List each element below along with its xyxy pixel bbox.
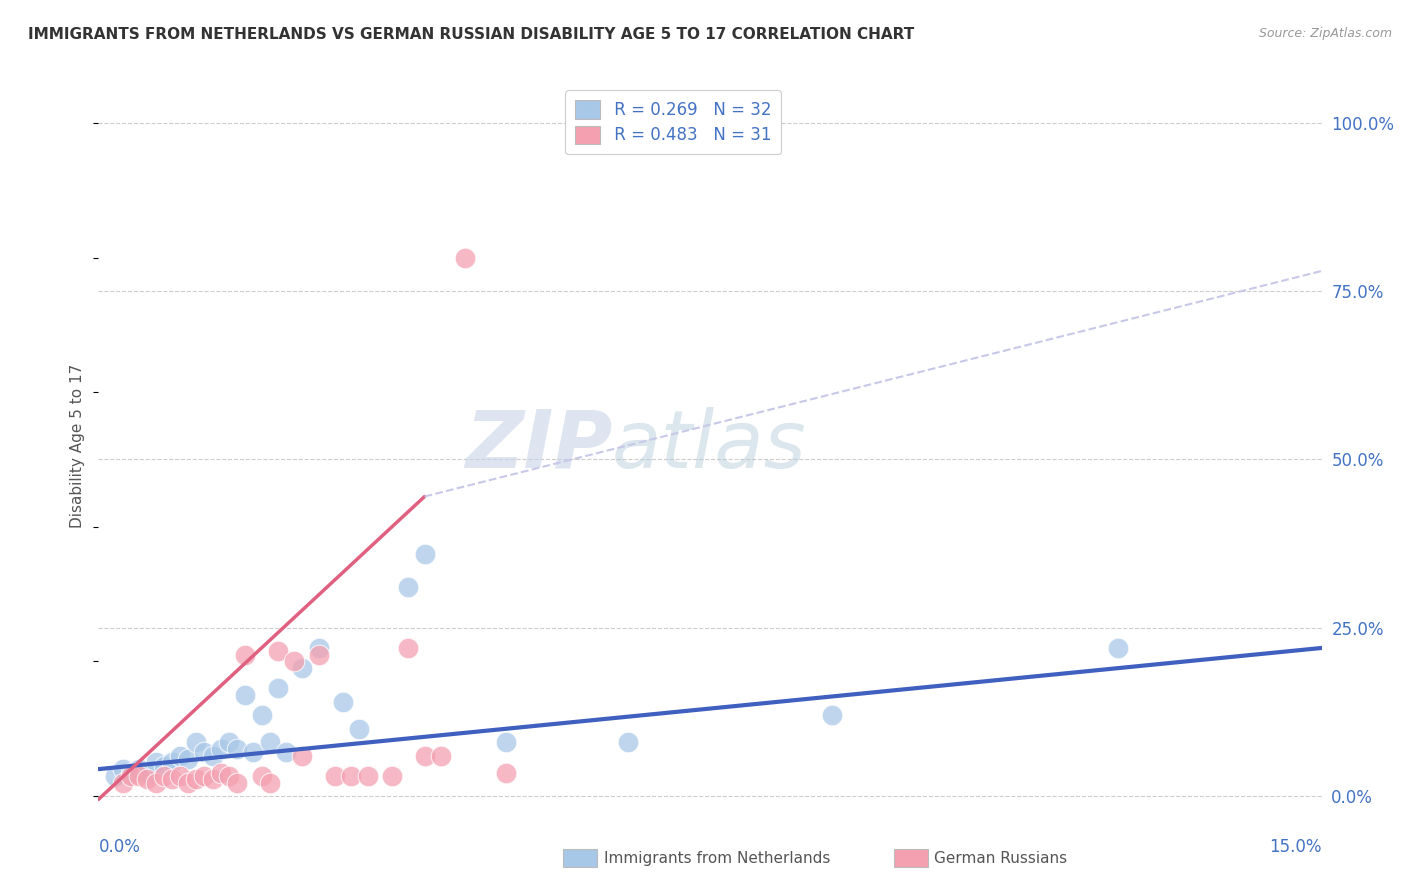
- Point: [160, 756, 183, 770]
- Point: [323, 769, 346, 783]
- Text: Source: ZipAtlas.com: Source: ZipAtlas.com: [1258, 27, 1392, 40]
- Point: [381, 769, 404, 783]
- Point: [396, 580, 419, 594]
- Point: [136, 765, 159, 780]
- Point: [186, 735, 208, 749]
- Point: [193, 769, 215, 783]
- Point: [169, 769, 191, 783]
- Point: [201, 748, 224, 763]
- Point: [291, 748, 314, 763]
- Text: IMMIGRANTS FROM NETHERLANDS VS GERMAN RUSSIAN DISABILITY AGE 5 TO 17 CORRELATION: IMMIGRANTS FROM NETHERLANDS VS GERMAN RU…: [28, 27, 914, 42]
- Point: [152, 758, 174, 772]
- Text: Immigrants from Netherlands: Immigrants from Netherlands: [603, 851, 830, 866]
- Point: [233, 688, 256, 702]
- Point: [169, 748, 191, 763]
- Point: [218, 769, 240, 783]
- Point: [128, 762, 150, 776]
- Point: [1107, 640, 1129, 655]
- Point: [226, 775, 249, 789]
- Text: ZIP: ZIP: [465, 407, 612, 485]
- Point: [267, 644, 290, 658]
- Point: [160, 772, 183, 787]
- Point: [242, 745, 264, 759]
- Point: [120, 769, 142, 783]
- Point: [274, 745, 297, 759]
- Legend:  R = 0.269   N = 32,  R = 0.483   N = 31: R = 0.269 N = 32, R = 0.483 N = 31: [565, 90, 782, 154]
- Point: [209, 742, 232, 756]
- Point: [267, 681, 290, 696]
- Point: [291, 661, 314, 675]
- Point: [454, 251, 477, 265]
- Point: [177, 775, 200, 789]
- Point: [218, 735, 240, 749]
- Text: 0.0%: 0.0%: [98, 838, 141, 856]
- Point: [186, 772, 208, 787]
- Point: [396, 640, 419, 655]
- Text: German Russians: German Russians: [934, 851, 1067, 866]
- Point: [120, 765, 142, 780]
- Point: [413, 547, 436, 561]
- Point: [250, 769, 273, 783]
- Point: [308, 640, 330, 655]
- Point: [145, 756, 167, 770]
- Point: [145, 775, 167, 789]
- Point: [349, 722, 371, 736]
- FancyBboxPatch shape: [894, 849, 928, 867]
- Point: [111, 762, 134, 776]
- Point: [259, 735, 281, 749]
- Point: [259, 775, 281, 789]
- Point: [233, 648, 256, 662]
- Point: [283, 655, 305, 669]
- Point: [209, 765, 232, 780]
- Point: [250, 708, 273, 723]
- Point: [332, 695, 354, 709]
- Point: [356, 769, 378, 783]
- Point: [136, 772, 159, 787]
- Point: [821, 708, 844, 723]
- Point: [226, 742, 249, 756]
- Point: [617, 735, 640, 749]
- Point: [430, 748, 453, 763]
- Text: 15.0%: 15.0%: [1270, 838, 1322, 856]
- Text: atlas: atlas: [612, 407, 807, 485]
- Point: [495, 735, 517, 749]
- Point: [128, 769, 150, 783]
- Point: [152, 769, 174, 783]
- Point: [340, 769, 363, 783]
- Point: [308, 648, 330, 662]
- Point: [177, 752, 200, 766]
- Y-axis label: Disability Age 5 to 17: Disability Age 5 to 17: [70, 364, 86, 528]
- Point: [104, 769, 127, 783]
- Point: [495, 765, 517, 780]
- FancyBboxPatch shape: [564, 849, 598, 867]
- Point: [413, 748, 436, 763]
- Point: [111, 775, 134, 789]
- Point: [201, 772, 224, 787]
- Point: [193, 745, 215, 759]
